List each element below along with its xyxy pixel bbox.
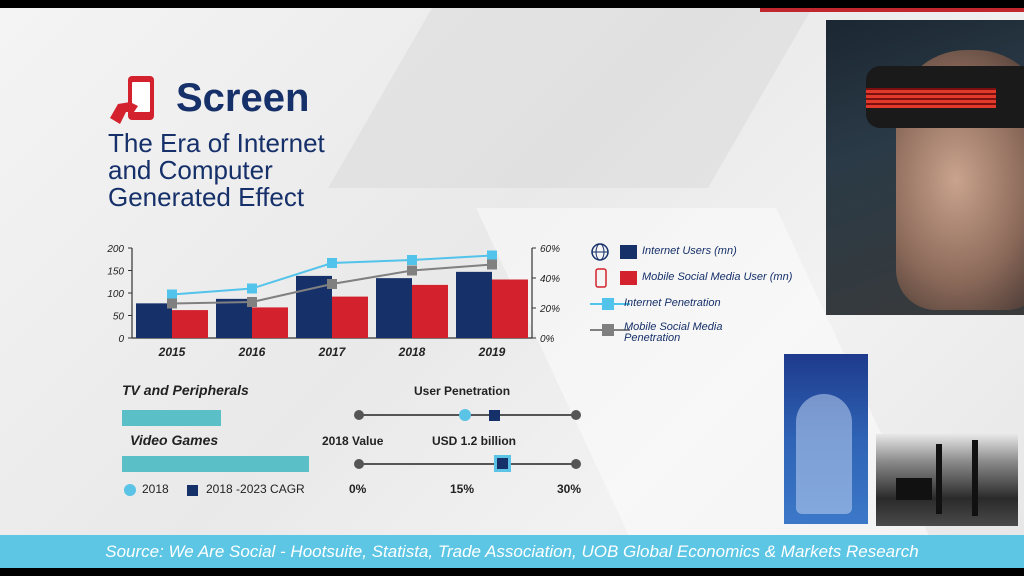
slide: Screen The Era of Internet and Computer … <box>0 8 1024 568</box>
scale-tick: 30% <box>557 482 582 496</box>
monitor-shape <box>936 444 942 514</box>
x-tick-label: 2018 <box>398 345 426 359</box>
legend-label-line: Mobile Social Media <box>624 321 723 333</box>
video-games-bar <box>122 456 309 472</box>
phone-hand-icon <box>110 76 154 124</box>
penetration-cagr-marker <box>488 410 500 421</box>
bar-internet-users <box>376 278 412 338</box>
gamer-photo <box>784 354 868 524</box>
legend-2018-label: 2018 <box>142 482 169 496</box>
bar-mobile-social <box>492 279 528 338</box>
point-internet-penetration <box>247 283 257 294</box>
point-mobile-penetration <box>247 297 257 307</box>
vr-visor <box>866 66 1024 128</box>
point-mobile-penetration <box>487 259 497 270</box>
bar-mobile-social <box>412 284 448 338</box>
point-mobile-penetration <box>327 279 337 289</box>
point-mobile-penetration <box>407 265 417 276</box>
point-mobile-penetration <box>167 298 177 309</box>
subtitle-line: and Computer <box>108 155 273 185</box>
track-endpoint <box>571 459 581 469</box>
point-internet-penetration <box>167 289 177 300</box>
legend-cagr-square <box>187 485 198 496</box>
legend-label: Internet Users (mn) <box>642 245 737 257</box>
subtitle-line: Generated Effect <box>108 182 305 212</box>
bar-mobile-social <box>172 310 208 338</box>
track-endpoint <box>354 410 364 420</box>
brand-title: Screen <box>176 76 310 120</box>
legend-2018-dot <box>124 484 136 496</box>
value-2018-label: 2018 Value <box>322 434 384 448</box>
legend-cagr-label: 2018 -2023 CAGR <box>206 482 305 496</box>
legend-item-internet-penetration: Internet Penetration <box>590 294 830 318</box>
internet-users-chart: 200 150 100 50 0 60% 40% 20% 0% 2015 2016 2017 2018 2… <box>106 244 560 359</box>
legend-label-line: Penetration <box>624 332 681 344</box>
penetration-2018-marker <box>459 409 472 421</box>
user-penetration-title: User Penetration <box>414 384 511 398</box>
bar-internet-users <box>456 271 492 338</box>
point-internet-penetration <box>407 255 417 265</box>
legend-line-cyan <box>590 298 630 310</box>
x-tick-label: 2019 <box>478 345 506 359</box>
bar-mobile-social <box>252 307 288 338</box>
y-tick-label-right: 60% <box>540 244 560 255</box>
bar-mobile-social <box>332 296 368 338</box>
source-text: Source: We Are Social - Hootsuite, Stati… <box>105 542 919 561</box>
y-tick-label-left: 0 <box>118 334 124 345</box>
legend-item-internet-users: Internet Users (mn) <box>590 242 830 266</box>
bar-internet-users <box>216 298 252 338</box>
legend-label: Internet Penetration <box>624 297 721 309</box>
tv-peripherals-label: TV and Peripherals <box>122 382 249 398</box>
top-red-strip <box>760 8 1024 12</box>
legend-swatch-navy <box>620 245 637 259</box>
globe-icon <box>591 243 609 261</box>
scale-tick: 15% <box>450 482 475 496</box>
computer-room-photo <box>876 434 1018 526</box>
y-tick-label-right: 0% <box>540 334 555 345</box>
legend-line-gray <box>590 324 630 336</box>
legend-swatch-red <box>620 271 637 285</box>
video-games-label: Video Games <box>130 432 219 448</box>
x-tick-label: 2017 <box>318 345 347 359</box>
y-tick-label-right: 20% <box>539 304 560 315</box>
value-2018-amount: USD 1.2 billion <box>432 434 517 448</box>
vr-headset-photo <box>826 20 1024 315</box>
legend-label: Mobile Social Media User (mn) <box>642 271 793 283</box>
mobile-phone-icon <box>595 268 607 288</box>
tv-peripherals-bar <box>122 410 221 426</box>
y-tick-label-left: 200 <box>106 244 124 255</box>
legend-item-mobile-penetration: Mobile Social Media Penetration <box>590 320 830 344</box>
track-endpoint <box>354 459 364 469</box>
y-tick-label-left: 150 <box>107 267 124 278</box>
point-internet-penetration <box>487 250 497 261</box>
value-track <box>359 463 576 465</box>
scale-tick: 0% <box>349 482 367 496</box>
value-2018-marker <box>494 455 512 472</box>
monitor-shape <box>972 440 978 516</box>
y-tick-label-left: 100 <box>107 289 124 300</box>
subtitle-line: The Era of Internet <box>108 128 325 158</box>
x-tick-label: 2015 <box>158 345 186 359</box>
track-endpoint <box>571 410 581 420</box>
source-footer: Source: We Are Social - Hootsuite, Stati… <box>0 535 1024 568</box>
point-internet-penetration <box>327 258 337 268</box>
y-tick-label-right: 40% <box>540 274 560 285</box>
x-tick-label: 2016 <box>238 345 266 359</box>
subtitle: The Era of Internet and Computer Generat… <box>108 130 408 211</box>
monitor-shape <box>896 478 932 500</box>
y-tick-label-left: 50 <box>113 312 125 323</box>
bar-internet-users <box>136 303 172 338</box>
legend-label: Mobile Social Media Penetration <box>624 322 722 344</box>
legend-item-mobile-social: Mobile Social Media User (mn) <box>590 268 830 292</box>
gamer-figure <box>796 394 852 514</box>
